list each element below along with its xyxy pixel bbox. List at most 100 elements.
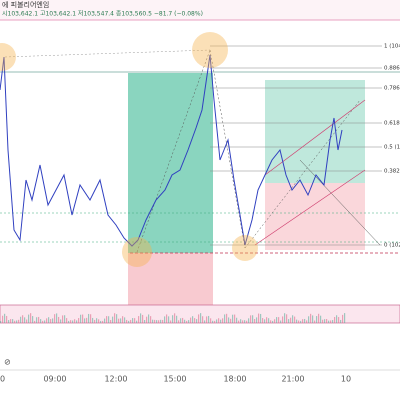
volume-bar xyxy=(280,320,282,323)
volume-bar xyxy=(248,318,250,323)
volume-bar xyxy=(174,313,176,323)
volume-bar xyxy=(276,317,278,323)
volume-bar xyxy=(54,314,56,323)
volume-bar xyxy=(218,318,220,323)
volume-bar xyxy=(216,319,218,323)
long-profit-zone xyxy=(128,73,213,253)
fib-label: 0.786 xyxy=(384,86,400,92)
volume-bar xyxy=(296,319,298,323)
volume-bar xyxy=(214,320,216,323)
volume-bar xyxy=(318,313,320,323)
volume-bar xyxy=(264,319,266,323)
volume-bar xyxy=(78,318,80,323)
volume-bar xyxy=(342,314,344,323)
volume-bar xyxy=(320,315,322,323)
volume-bar xyxy=(226,313,228,323)
time-label: 0 xyxy=(0,375,5,384)
time-label: 21:00 xyxy=(281,375,304,384)
volume-bar xyxy=(60,319,62,323)
volume-bar xyxy=(274,319,276,323)
volume-bar xyxy=(314,320,316,323)
volume-bar xyxy=(172,315,174,323)
volume-bar xyxy=(242,320,244,323)
header-ohlc: 시103,642.1 고103,642.1 저103,547.4 종103,56… xyxy=(2,10,203,18)
time-label: 10 xyxy=(341,375,351,384)
volume-bar xyxy=(74,319,76,323)
volume-bar xyxy=(338,317,340,323)
volume-bar xyxy=(188,320,190,323)
volume-bar xyxy=(26,319,28,323)
volume-bar xyxy=(232,314,234,323)
volume-bar xyxy=(12,319,14,323)
volume-bar xyxy=(28,314,30,323)
volume-bar xyxy=(130,319,132,323)
long-loss-zone xyxy=(265,183,365,250)
volume-bar xyxy=(326,318,328,323)
volume-bar xyxy=(106,316,108,323)
long-profit-zone xyxy=(265,80,365,183)
volume-bar xyxy=(262,318,264,323)
volume-bar xyxy=(70,320,72,323)
volume-bar xyxy=(272,320,274,323)
volume-bar xyxy=(290,317,292,323)
volume-bar xyxy=(94,319,96,323)
volume-bar xyxy=(104,318,106,323)
volume-bar xyxy=(148,314,150,323)
marker-circle xyxy=(192,32,228,68)
volume-bar xyxy=(202,316,204,323)
volume-bar xyxy=(220,319,222,323)
volume-bar xyxy=(128,320,130,323)
volume-bar xyxy=(80,314,82,323)
volume-bar xyxy=(204,320,206,323)
volume-bar xyxy=(270,320,272,323)
volume-bar xyxy=(100,320,102,323)
volume-bar xyxy=(304,318,306,323)
volume-bar xyxy=(10,319,12,323)
volume-bar xyxy=(246,320,248,323)
volume-bar xyxy=(334,316,336,323)
volume-bar xyxy=(182,317,184,323)
volume-bar xyxy=(140,313,142,323)
volume-bar xyxy=(40,319,42,323)
volume-bar xyxy=(92,317,94,323)
volume-bar xyxy=(24,317,26,323)
volume-bar xyxy=(224,314,226,323)
channel-line xyxy=(254,169,366,246)
trend-line xyxy=(299,159,381,246)
volume-bar xyxy=(20,316,22,323)
volume-bar xyxy=(56,313,58,323)
volume-bars xyxy=(0,313,346,323)
volume-bar xyxy=(8,320,10,323)
volume-bar xyxy=(62,315,64,323)
volume-bar xyxy=(112,316,114,323)
volume-bar xyxy=(4,313,6,323)
volume-bar xyxy=(312,315,314,323)
fib-label: 0.382 xyxy=(384,169,400,175)
volume-bar xyxy=(108,316,110,323)
volume-bar xyxy=(32,316,34,323)
volume-bar xyxy=(166,314,168,323)
volume-bar xyxy=(126,319,128,323)
volume-bar xyxy=(328,320,330,323)
volume-bar xyxy=(344,313,346,323)
volume-bar xyxy=(302,319,304,323)
volume-bar xyxy=(212,320,214,323)
volume-bar xyxy=(64,315,66,323)
volume-bar xyxy=(236,317,238,323)
fib-label: 0.618 xyxy=(384,121,400,127)
time-label: 18:00 xyxy=(223,375,246,384)
volume-bar xyxy=(164,316,166,323)
volume-bar xyxy=(76,320,78,323)
volume-bar xyxy=(256,317,258,323)
volume-bar xyxy=(68,320,70,323)
volume-bar xyxy=(38,316,40,323)
volume-bar xyxy=(288,319,290,323)
volume-bar xyxy=(72,320,74,323)
volume-bar xyxy=(310,313,312,323)
marker-circle xyxy=(122,237,152,267)
volume-bar xyxy=(330,320,332,323)
volume-bar xyxy=(88,313,90,323)
volume-bar xyxy=(34,320,36,323)
trend-line xyxy=(244,99,361,249)
